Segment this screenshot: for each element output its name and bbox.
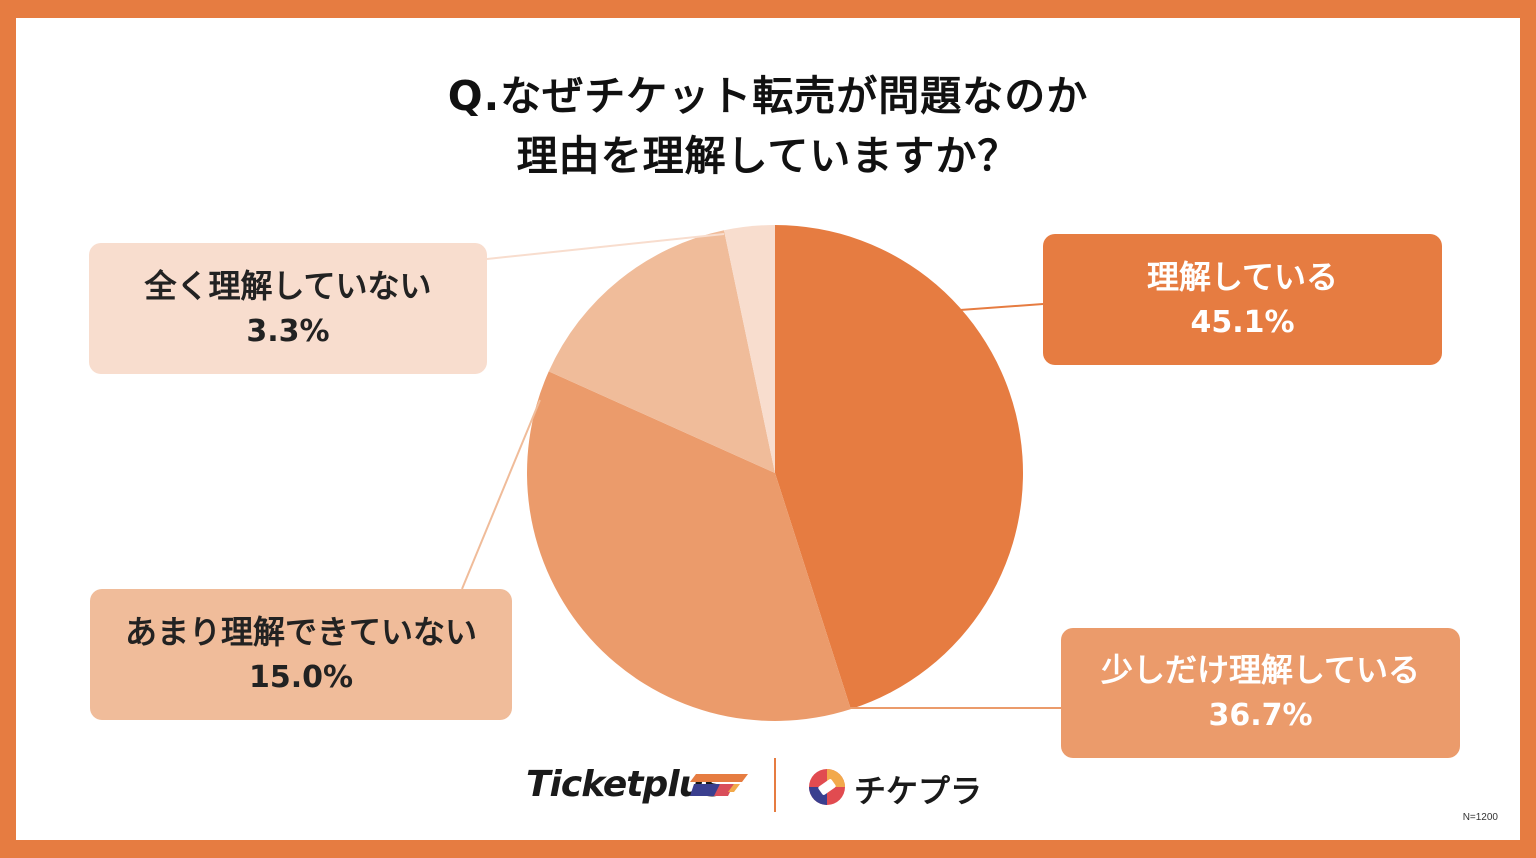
slice-label: 全く理解していない xyxy=(144,266,432,305)
ticketplus-logo: Ticketplus xyxy=(526,764,725,805)
ticketplus-mark-icon xyxy=(690,774,748,796)
slice-value-label: 45.1% xyxy=(1190,304,1295,340)
label-box-amari: あまり理解できていない 15.0% xyxy=(90,589,512,720)
slice-sukoshi-dake xyxy=(527,371,851,721)
slice-value-label: 3.3% xyxy=(246,313,330,349)
slice-rikai-shiteiru xyxy=(775,225,1023,710)
leader-mattaku xyxy=(486,233,725,260)
title-line-2: 理由を理解していますか？ xyxy=(516,132,1020,180)
label-box-rikai-shiteiru: 理解している 45.1% xyxy=(1043,234,1442,365)
brand-footer: Ticketplus チケプラ xyxy=(0,756,1536,816)
slice-label: 少しだけ理解している xyxy=(1100,651,1421,689)
label-box-mattaku: 全く理解していない 3.3% xyxy=(89,243,487,374)
chart-title: Q.なぜチケット転売が問題なのか 理由を理解していますか？ xyxy=(0,66,1536,186)
slice-amari xyxy=(548,230,775,473)
slice-label: 理解している xyxy=(1146,257,1339,296)
slice-mattaku xyxy=(723,225,775,473)
title-line-1: Q.なぜチケット転売が問題なのか xyxy=(447,72,1089,120)
label-box-sukoshi-dake: 少しだけ理解している 36.7% xyxy=(1061,628,1460,758)
chikepura-logo: チケプラ xyxy=(854,772,983,810)
ticket-icon xyxy=(809,769,845,805)
brand-divider xyxy=(774,758,776,812)
slice-value-label: 15.0% xyxy=(248,659,354,695)
slice-value-label: 36.7% xyxy=(1208,698,1313,733)
slice-label: あまり理解できていない xyxy=(124,612,477,651)
sample-size-note: N=1200 xyxy=(1462,812,1498,823)
leader-rikai-shiteiru xyxy=(959,303,1044,311)
leader-amari xyxy=(461,399,541,590)
